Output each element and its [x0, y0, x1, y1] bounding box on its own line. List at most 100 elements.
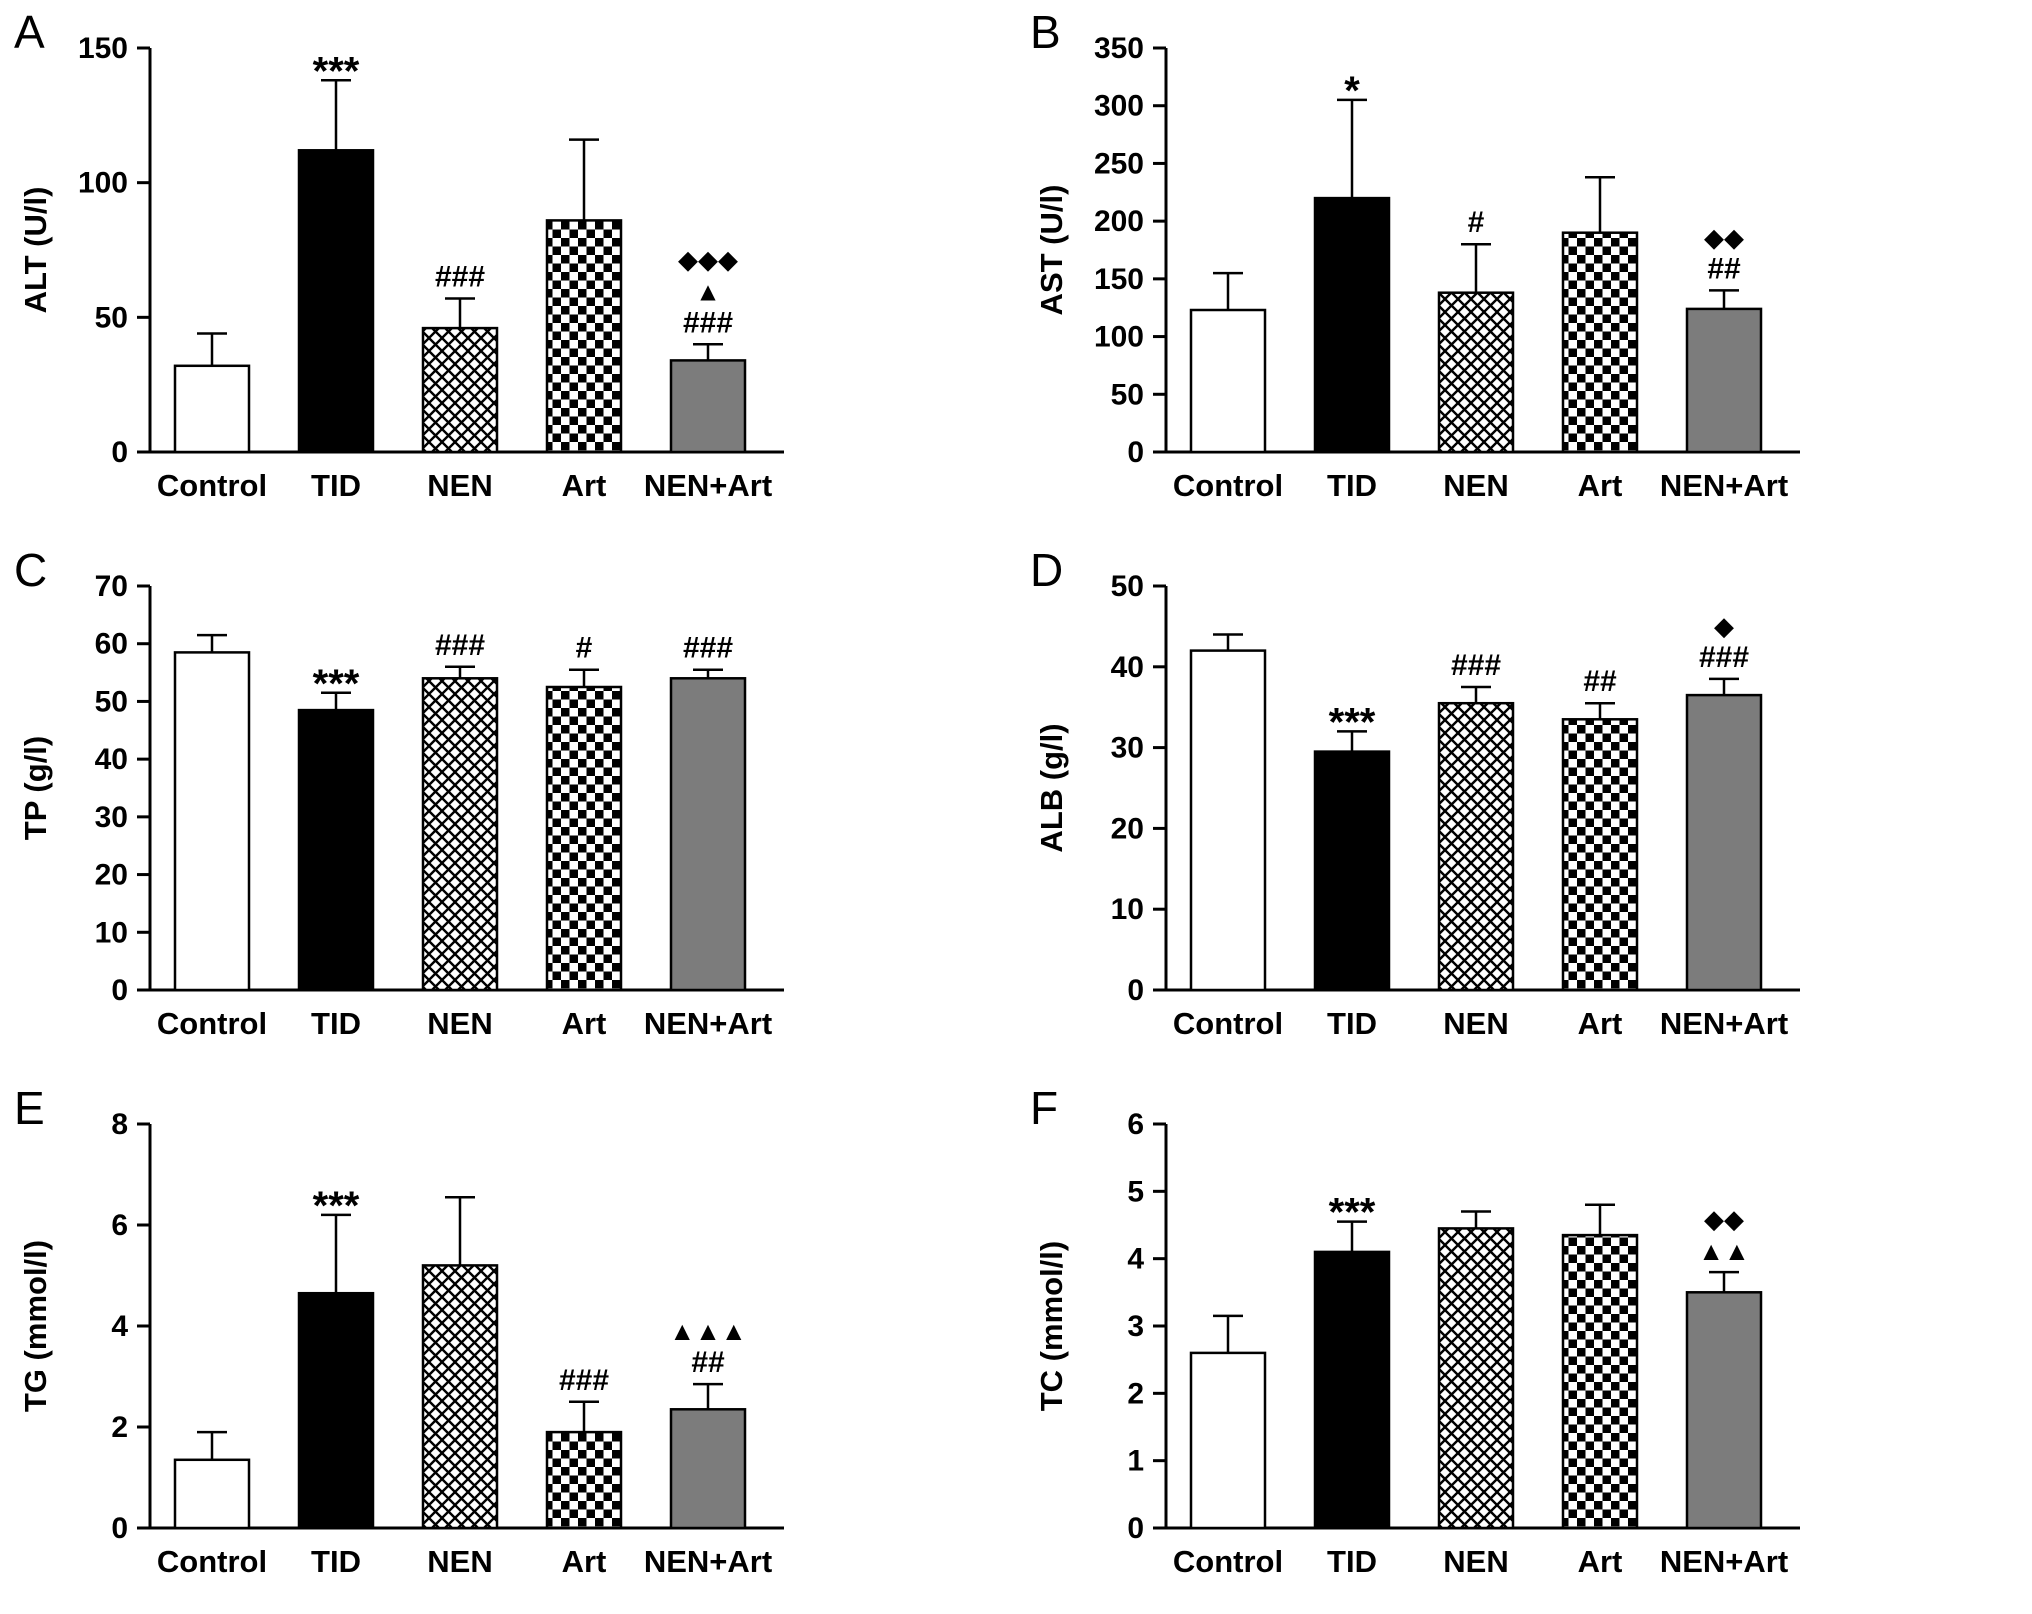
- significance-annotation: ▲▲▲: [669, 1316, 746, 1346]
- x-category-label: NEN: [1443, 1544, 1508, 1579]
- bar-NEN+Art: [669, 359, 747, 454]
- significance-annotation: *: [1344, 69, 1360, 113]
- x-category-label: NEN: [427, 1006, 492, 1041]
- significance-annotation: ###: [435, 261, 485, 294]
- significance-annotation: ***: [313, 49, 360, 93]
- x-category-label: NEN+Art: [1660, 468, 1788, 503]
- y-tick-label: 2: [111, 1411, 128, 1444]
- panel-letter: B: [1030, 6, 1061, 58]
- significance-annotation: ◆: [1714, 611, 1734, 641]
- y-tick-label: 100: [1094, 321, 1144, 354]
- y-tick-label: 6: [111, 1209, 128, 1242]
- x-category-label: NEN: [1443, 1006, 1508, 1041]
- y-tick-label: 8: [111, 1108, 128, 1141]
- bar-NEN: [421, 677, 499, 992]
- bar-TID: [1313, 196, 1391, 454]
- y-tick-label: 20: [95, 859, 128, 892]
- x-category-label: Art: [562, 1006, 607, 1041]
- bar-Art: [1561, 1233, 1639, 1530]
- x-category-label: TID: [311, 468, 361, 503]
- panel-letter: A: [14, 6, 45, 58]
- chart-svg: E TG (mmol/l) 0 2 4 6 8 Control TID *** NEN Art ### N…: [14, 1082, 784, 1579]
- x-category-label: NEN+Art: [644, 1544, 772, 1579]
- bar-NEN: [421, 1264, 499, 1530]
- significance-annotation: ##: [1583, 665, 1617, 698]
- bar-Art: [1561, 718, 1639, 992]
- chart-svg: F TC (mmol/l) 0 1 2 3 4 5 6 Control TID *** NEN Art NE…: [1030, 1082, 1800, 1579]
- bar-Control: [173, 651, 251, 992]
- x-category-label: NEN: [1443, 468, 1508, 503]
- y-tick-label: 6: [1127, 1108, 1144, 1141]
- y-tick-label: 0: [1127, 1512, 1144, 1545]
- x-category-label: Control: [1173, 1006, 1283, 1041]
- bar-Control: [1189, 1351, 1267, 1530]
- x-category-label: TID: [1327, 1544, 1377, 1579]
- bar-Control: [173, 1458, 251, 1530]
- significance-annotation: ###: [683, 632, 733, 665]
- bar-Art: [1561, 231, 1639, 454]
- y-tick-label: 70: [95, 570, 128, 603]
- y-tick-label: 40: [95, 743, 128, 776]
- y-tick-label: 4: [111, 1310, 128, 1343]
- panel-letter: E: [14, 1082, 45, 1134]
- panel-A: A ALT (U/l) 0 50 100 150 Control TID *** NEN ### Ar…: [0, 0, 1016, 538]
- y-tick-label: 10: [1111, 893, 1144, 926]
- bar-TID: [297, 149, 375, 454]
- x-category-label: Art: [1578, 1006, 1623, 1041]
- bar-NEN: [1437, 701, 1515, 992]
- y-tick-label: 60: [95, 628, 128, 661]
- y-tick-label: 2: [1127, 1377, 1144, 1410]
- y-tick-label: 250: [1094, 147, 1144, 180]
- panel-E: E TG (mmol/l) 0 2 4 6 8 Control TID *** NEN Art ### N…: [0, 1076, 1016, 1614]
- y-tick-label: 1: [1127, 1445, 1144, 1478]
- significance-annotation: #: [576, 632, 593, 665]
- significance-annotation: ###: [435, 629, 485, 662]
- y-axis-title: TP (g/l): [18, 736, 53, 840]
- bar-NEN+Art: [1685, 1291, 1763, 1530]
- significance-annotation: ***: [313, 1184, 360, 1228]
- y-tick-label: 150: [1094, 263, 1144, 296]
- y-axis-title: ALB (g/l): [1034, 723, 1069, 852]
- panel-letter: F: [1030, 1082, 1058, 1134]
- significance-annotation: ◆◆◆: [678, 244, 738, 274]
- significance-annotation: ###: [683, 306, 733, 339]
- x-category-label: TID: [311, 1544, 361, 1579]
- bar-TID: [297, 708, 375, 992]
- panel-F: F TC (mmol/l) 0 1 2 3 4 5 6 Control TID *** NEN Art NE…: [1016, 1076, 2032, 1614]
- y-tick-label: 0: [1127, 436, 1144, 469]
- bar-Art: [545, 219, 623, 454]
- significance-annotation: ###: [1451, 649, 1501, 682]
- y-tick-label: 40: [1111, 651, 1144, 684]
- panel-C: C TP (g/l) 0 10 20 30 40 50 60 70 Control TID *** NEN…: [0, 538, 1016, 1076]
- significance-annotation: ###: [1699, 641, 1749, 674]
- y-tick-label: 0: [1127, 974, 1144, 1007]
- x-category-label: Control: [157, 1544, 267, 1579]
- significance-annotation: ◆◆: [1704, 222, 1744, 252]
- y-tick-label: 0: [111, 1512, 128, 1545]
- significance-annotation: ##: [691, 1346, 725, 1379]
- chart-svg: A ALT (U/l) 0 50 100 150 Control TID *** NEN ### Ar…: [14, 6, 784, 503]
- bar-NEN+Art: [1685, 693, 1763, 992]
- bar-NEN: [1437, 291, 1515, 454]
- panel-D: D ALB (g/l) 0 10 20 30 40 50 Control TID *** NEN ###…: [1016, 538, 2032, 1076]
- x-category-label: Control: [1173, 468, 1283, 503]
- x-category-label: NEN: [427, 1544, 492, 1579]
- y-tick-label: 30: [95, 801, 128, 834]
- bar-TID: [297, 1291, 375, 1530]
- y-tick-label: 350: [1094, 32, 1144, 65]
- y-tick-label: 300: [1094, 90, 1144, 123]
- y-axis-title: TC (mmol/l): [1034, 1241, 1069, 1412]
- x-category-label: Art: [1578, 468, 1623, 503]
- panel-B: B AST (U/l) 0 50 100 150 200 250 300 350 Control TI…: [1016, 0, 2032, 538]
- x-category-label: TID: [1327, 468, 1377, 503]
- x-category-label: NEN+Art: [1660, 1544, 1788, 1579]
- y-axis-title: TG (mmol/l): [18, 1240, 53, 1412]
- y-tick-label: 50: [1111, 378, 1144, 411]
- y-tick-label: 3: [1127, 1310, 1144, 1343]
- y-tick-label: 30: [1111, 732, 1144, 765]
- x-category-label: Art: [562, 1544, 607, 1579]
- y-tick-label: 200: [1094, 205, 1144, 238]
- y-axis-title: AST (U/l): [1034, 185, 1069, 316]
- y-tick-label: 4: [1127, 1243, 1144, 1276]
